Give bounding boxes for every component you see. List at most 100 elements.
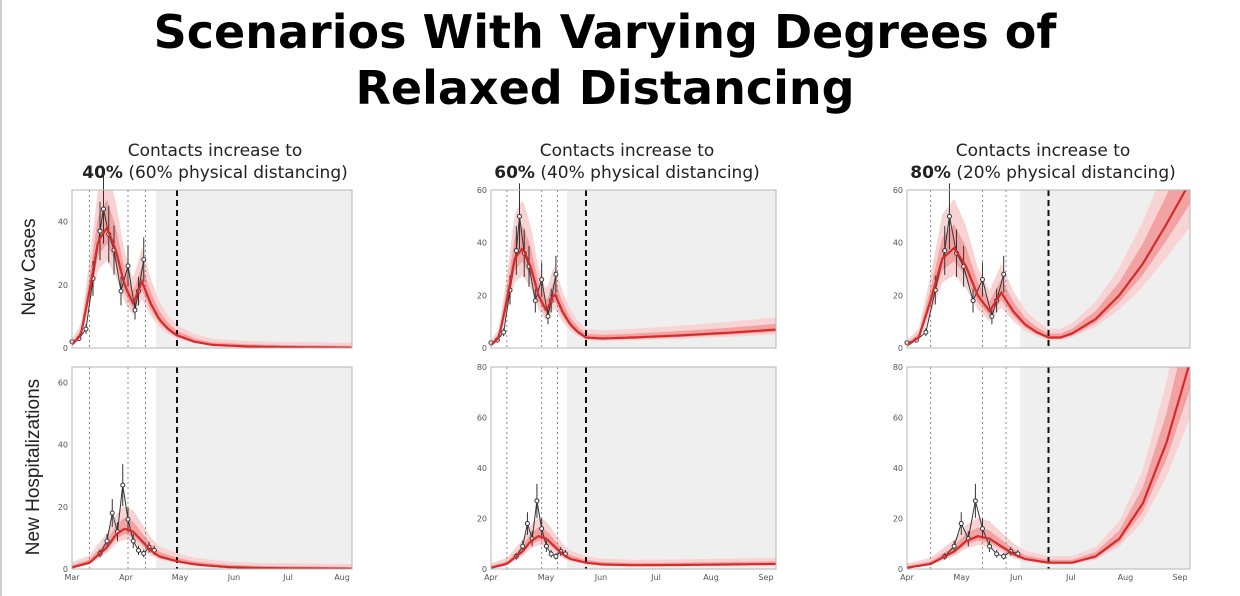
plot-frame <box>71 189 353 349</box>
x-tick-label: Aug <box>703 573 719 582</box>
observed-point <box>532 298 538 304</box>
observed-point <box>539 277 545 283</box>
y-tick-label: 60 <box>477 186 487 195</box>
plot-frame <box>490 366 777 570</box>
plot-frame <box>490 189 777 349</box>
x-tick-label: Sep <box>1172 573 1187 582</box>
model-mean-line <box>72 225 352 348</box>
observed-point <box>97 228 103 234</box>
observed-point <box>141 550 147 556</box>
uncertainty-band-inner <box>491 225 776 346</box>
panel-title-40-pct: 40% <box>82 163 123 183</box>
x-tick-label: Mar <box>64 573 80 582</box>
observed-point <box>501 329 507 335</box>
observed-point <box>534 498 540 504</box>
panel-title-40-rest: (60% physical distancing) <box>122 163 348 183</box>
observed-point <box>524 521 530 527</box>
observed-point <box>125 263 131 269</box>
projection-shade <box>567 367 776 569</box>
x-tick-label: May <box>538 573 555 582</box>
model-mean-line <box>491 535 776 569</box>
panel-title-80: Contacts increase to 80% (20% physical d… <box>888 140 1198 184</box>
model-mean-line <box>907 190 1187 347</box>
slide-title: Scenarios With Varying Degrees of Relaxe… <box>60 4 1150 116</box>
model-mean-line <box>72 527 352 569</box>
x-tick-label: Sep <box>758 573 773 582</box>
observed-point <box>109 510 115 516</box>
observed-point <box>942 248 948 254</box>
observed-point <box>979 277 985 283</box>
y-tick-label: 20 <box>893 515 903 524</box>
x-tick-label: May <box>953 573 970 582</box>
y-tick-label: 20 <box>477 515 487 524</box>
observed-point <box>130 538 136 544</box>
observed-point <box>951 543 957 549</box>
model-mean-line <box>907 367 1190 569</box>
y-tick-label: 40 <box>893 239 903 248</box>
y-tick-label: 40 <box>58 441 68 450</box>
panel-title-60-line1: Contacts increase to <box>539 141 715 161</box>
observed-point <box>545 313 551 319</box>
panel-title-80-pct: 80% <box>910 163 951 183</box>
observed-point <box>132 307 138 313</box>
y-tick-label: 0 <box>898 565 903 574</box>
y-tick-label: 0 <box>898 344 903 353</box>
x-tick-label: Jul <box>1065 573 1076 582</box>
x-tick-label: May <box>172 573 189 582</box>
observed-point <box>553 553 559 559</box>
x-tick-label: Apr <box>484 573 499 582</box>
slide-left-border <box>0 0 2 596</box>
observed-point <box>987 543 993 549</box>
observed-point <box>923 329 929 335</box>
panel-title-40-line1: Contacts increase to <box>127 141 303 161</box>
y-tick-label: 60 <box>477 414 487 423</box>
observed-point <box>548 551 554 557</box>
y-tick-label: 40 <box>477 239 487 248</box>
y-tick-label: 20 <box>58 281 68 290</box>
panel-title-60-rest: (40% physical distancing) <box>534 163 760 183</box>
panel-title-80-rest: (20% physical distancing) <box>950 163 1176 183</box>
panel-title-80-line1: Contacts increase to <box>955 141 1131 161</box>
y-tick-label: 20 <box>58 503 68 512</box>
y-tick-label: 60 <box>58 379 68 388</box>
y-tick-label: 40 <box>477 464 487 473</box>
observed-point <box>520 543 526 549</box>
x-tick-label: Apr <box>900 573 915 582</box>
y-tick-label: 0 <box>63 344 68 353</box>
observed-point <box>989 313 995 319</box>
x-tick-label: Aug <box>334 573 350 582</box>
x-tick-label: Jul <box>282 573 293 582</box>
observed-point <box>118 288 124 294</box>
observed-point <box>141 257 147 263</box>
observed-point <box>553 271 559 277</box>
plot-frame <box>71 366 353 570</box>
observed-point <box>120 482 126 488</box>
panel-title-60-pct: 60% <box>494 163 535 183</box>
observed-point <box>972 498 978 504</box>
x-tick-label: Jun <box>227 573 241 582</box>
model-mean-line <box>491 247 776 347</box>
y-tick-label: 80 <box>893 363 903 372</box>
projection-shade <box>156 367 352 569</box>
x-tick-label: Jun <box>594 573 608 582</box>
y-tick-label: 60 <box>893 414 903 423</box>
observed-point <box>104 538 110 544</box>
y-tick-label: 0 <box>63 565 68 574</box>
y-tick-label: 60 <box>893 186 903 195</box>
observed-point <box>125 516 131 522</box>
observed-point <box>946 213 952 219</box>
plot-frame <box>906 366 1191 570</box>
observed-point <box>83 326 89 332</box>
observed-point <box>979 526 985 532</box>
y-tick-label: 20 <box>477 291 487 300</box>
panel-title-40: Contacts increase to 40% (60% physical d… <box>60 140 370 184</box>
x-tick-label: Aug <box>1118 573 1134 582</box>
y-tick-label: 40 <box>893 464 903 473</box>
observed-point <box>1001 553 1007 559</box>
y-tick-label: 20 <box>893 291 903 300</box>
observed-point <box>994 551 1000 557</box>
slide-title-line-1: Scenarios With Varying Degrees of <box>153 5 1057 59</box>
projection-shade <box>156 190 352 348</box>
plot-frame <box>906 189 1191 349</box>
